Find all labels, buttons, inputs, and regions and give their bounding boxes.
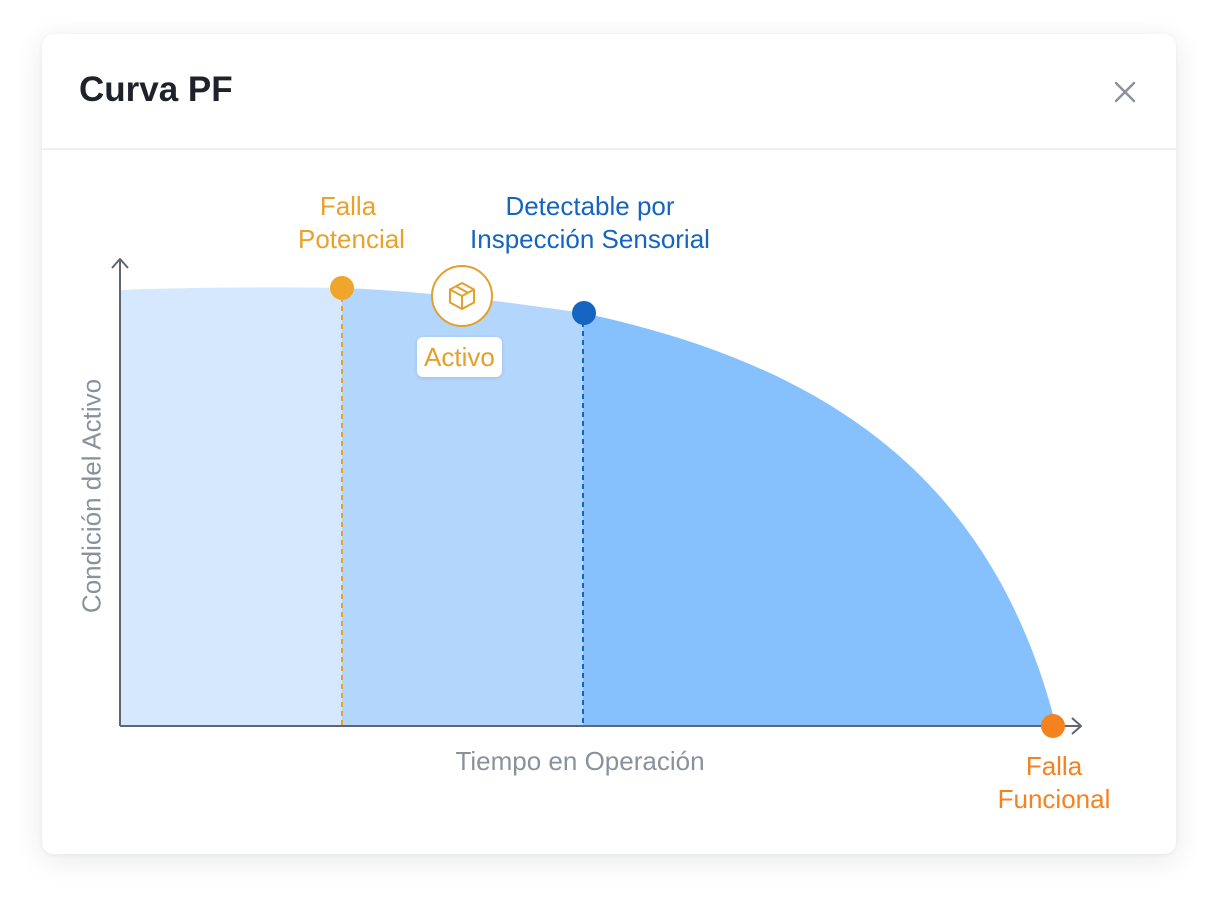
region-detectable-to-functional — [583, 313, 1056, 726]
potential-failure-point — [330, 276, 354, 300]
y-axis-arrow — [111, 258, 129, 269]
close-icon — [1114, 81, 1136, 103]
region-before-potential — [120, 287, 342, 726]
pf-curve-diagram — [111, 258, 1082, 738]
page-title: Curva PF — [79, 70, 233, 109]
detectable-point — [572, 301, 596, 325]
x-axis-label: Tiempo en Operación — [455, 746, 705, 776]
functional-failure-label: Falla Funcional — [997, 751, 1111, 814]
close-button[interactable] — [1107, 74, 1143, 110]
asset-marker — [431, 265, 493, 327]
cube-icon — [449, 282, 475, 310]
potential-failure-label: Falla Potencial — [298, 191, 405, 254]
x-axis-arrow — [1071, 717, 1082, 735]
pf-curve-card: Curva PF — [42, 34, 1176, 854]
functional-failure-point — [1041, 714, 1065, 738]
detectable-label: Detectable por Inspección Sensorial — [470, 191, 710, 254]
asset-label: Activo — [417, 337, 502, 377]
region-potential-to-detectable — [342, 288, 583, 726]
card-header: Curva PF — [42, 34, 1176, 150]
